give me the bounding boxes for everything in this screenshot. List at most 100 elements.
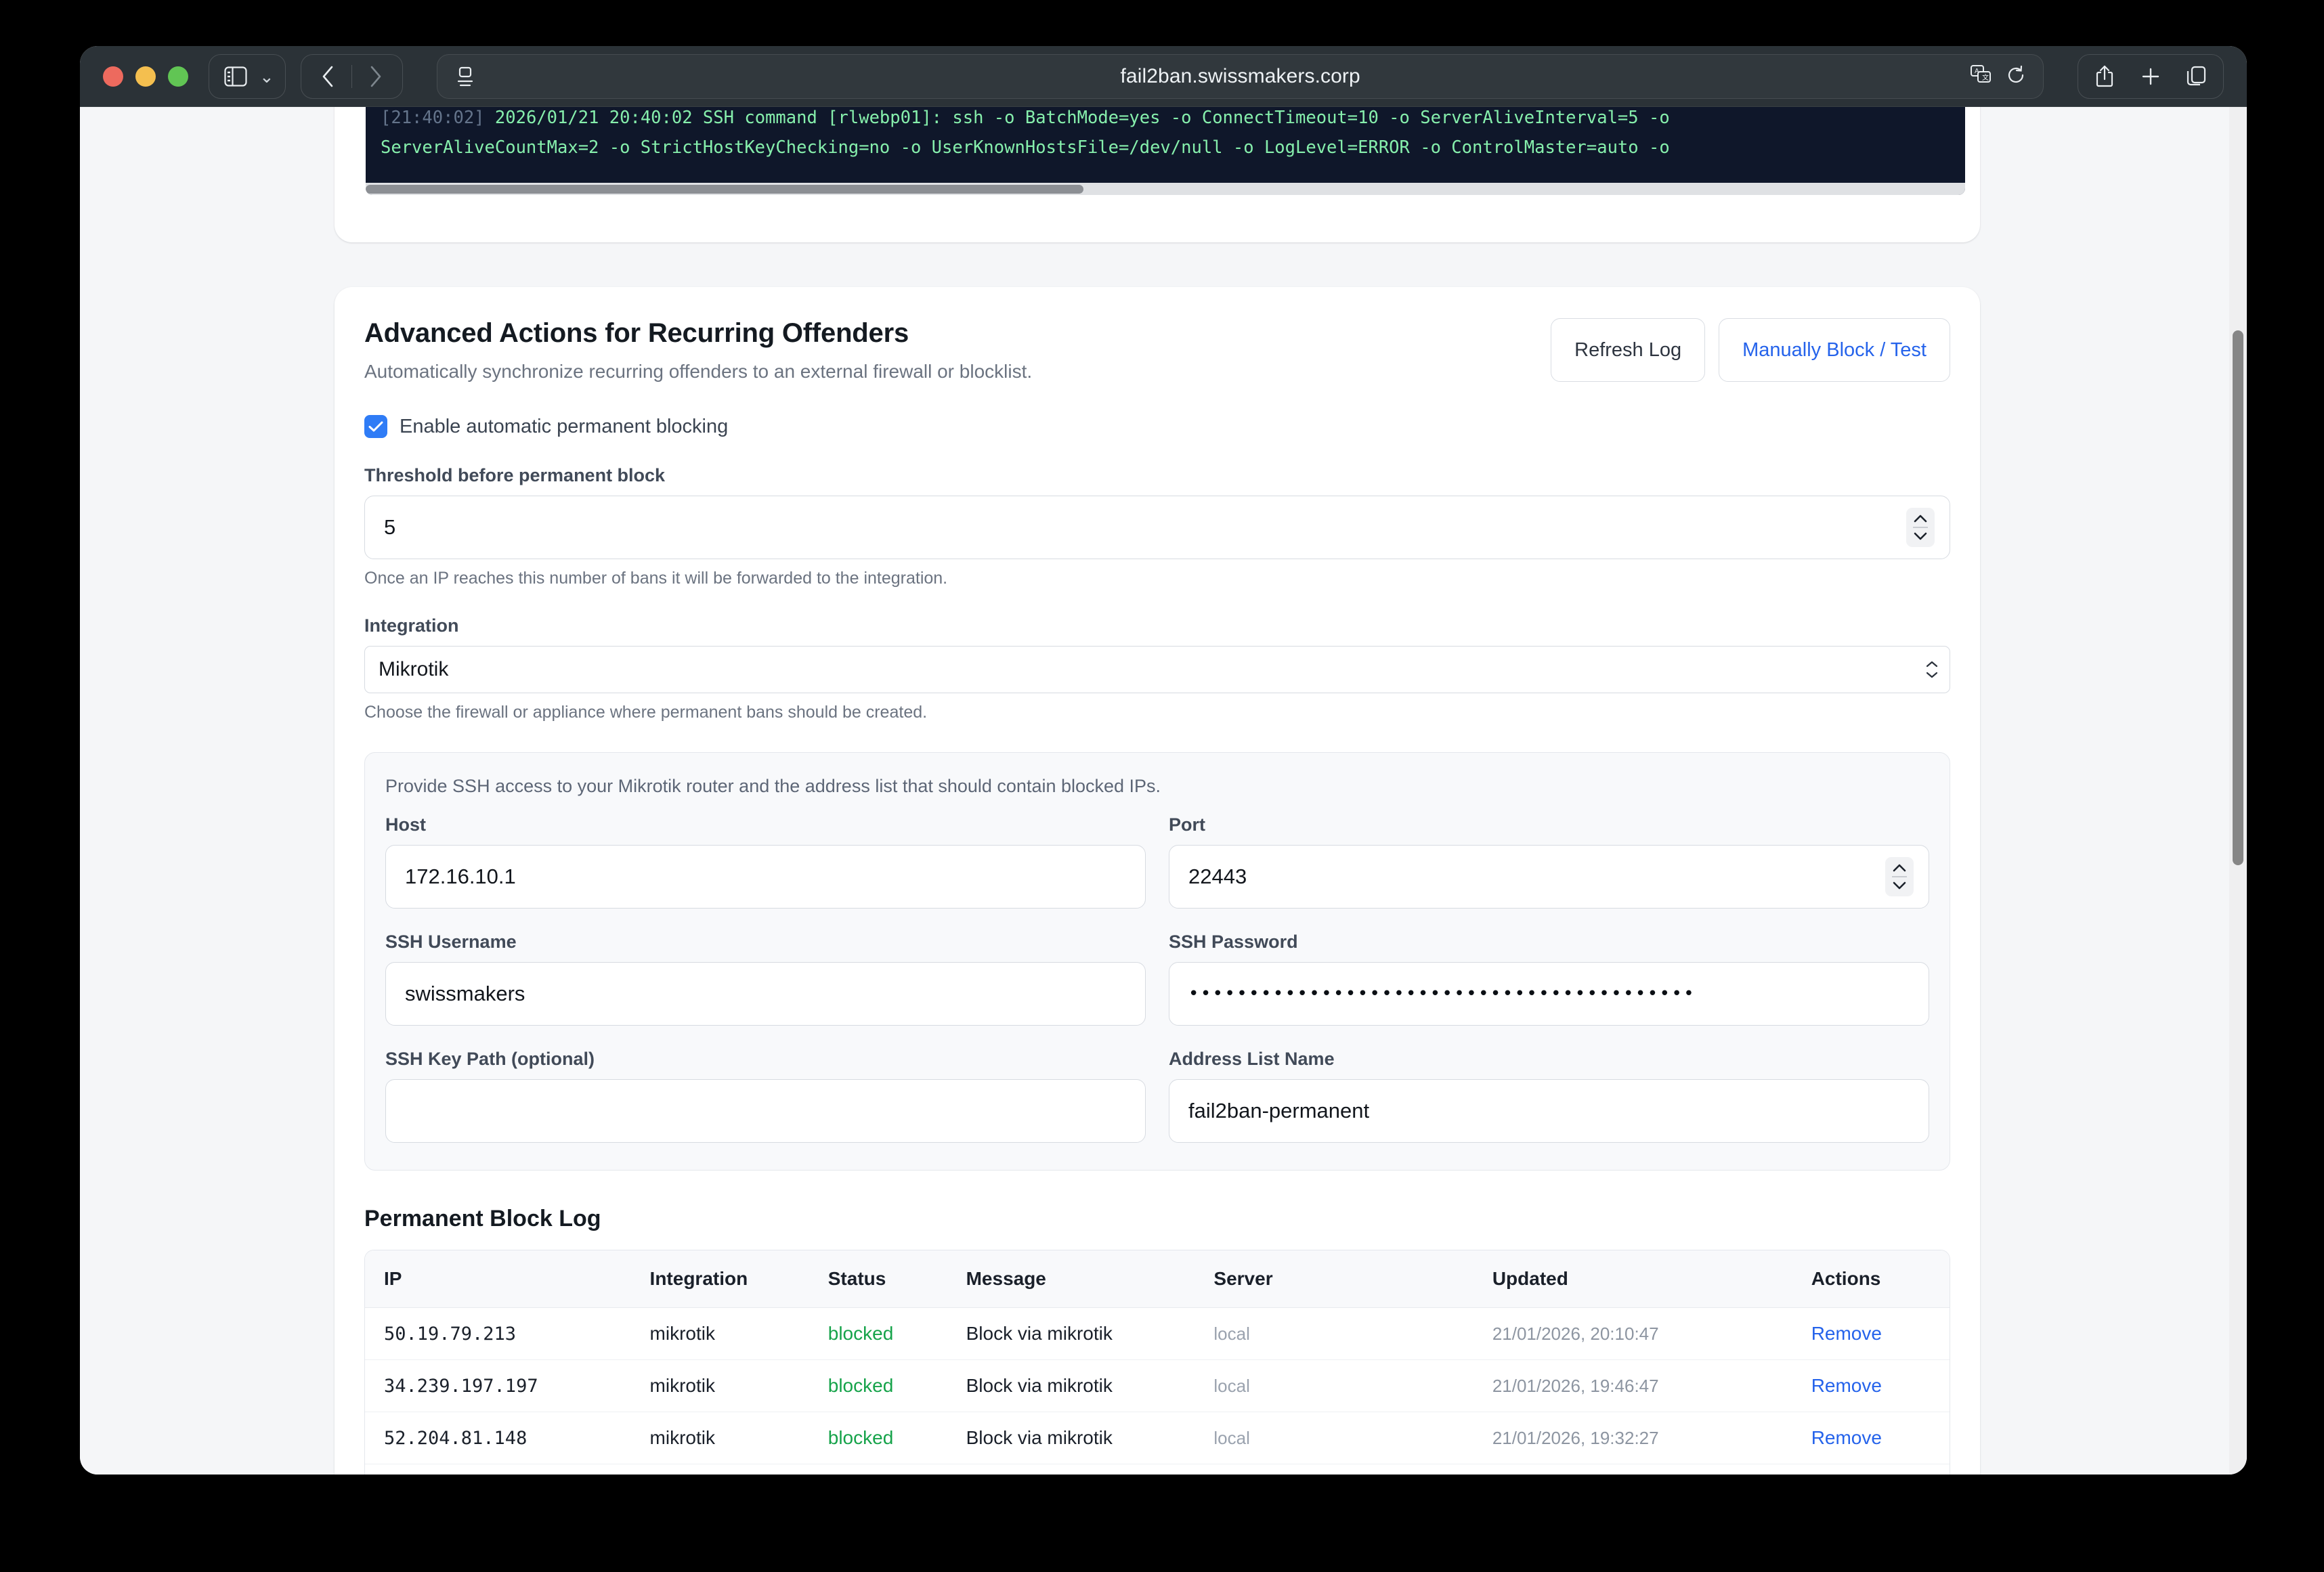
cell-status: blocked (827, 1412, 966, 1464)
cell-integration: mikrotik (649, 1307, 828, 1360)
manually-block-test-button[interactable]: Manually Block / Test (1719, 318, 1950, 382)
cell-message: Block via mikrotik (966, 1412, 1214, 1464)
threshold-value: 5 (384, 515, 396, 539)
threshold-stepper[interactable] (1906, 508, 1935, 547)
chevron-down-icon[interactable]: ⌄ (259, 66, 274, 87)
chevron-updown-icon[interactable] (1925, 661, 1939, 678)
cell-updated: 21/01/2026, 20:10:47 (1492, 1307, 1811, 1360)
advanced-actions-card: Advanced Actions for Recurring Offenders… (335, 287, 1980, 1475)
address-list-value: fail2ban-permanent (1188, 1099, 1370, 1122)
page-scrollbar-thumb[interactable] (2233, 330, 2243, 865)
terminal-line-1: [21:40:02] 2026/01/21 20:40:02 SSH comma… (381, 107, 1950, 133)
port-field-group: Port 22443 (1169, 814, 1929, 909)
cell-integration: mikrotik (649, 1359, 828, 1412)
ssh-username-value: swissmakers (405, 982, 525, 1005)
refresh-log-button[interactable]: Refresh Log (1551, 318, 1706, 382)
host-input[interactable]: 172.16.10.1 (385, 845, 1146, 909)
port-input[interactable]: 22443 (1169, 845, 1929, 909)
remove-block-link[interactable]: Remove (1811, 1427, 1882, 1448)
tab-overview-icon[interactable] (2177, 58, 2216, 95)
close-window-button[interactable] (103, 66, 123, 87)
terminal-line-1-text: 2026/01/21 20:40:02 SSH command [rlwebp0… (484, 108, 1670, 128)
port-label: Port (1169, 814, 1205, 835)
threshold-input[interactable]: 5 (364, 496, 1950, 559)
sidebar-toggle-group[interactable]: ⌄ (209, 54, 286, 99)
table-row: 52.22.87.224mikrotikblockedBlock via mik… (365, 1464, 1950, 1475)
cell-actions: Remove (1811, 1412, 1950, 1464)
minimize-window-button[interactable] (135, 66, 156, 87)
remove-block-link[interactable]: Remove (1811, 1323, 1882, 1344)
translate-icon[interactable]: A 文 (1970, 64, 1993, 89)
cell-message: Block via mikrotik (966, 1464, 1214, 1475)
cell-ip: 50.19.79.213 (365, 1307, 650, 1360)
terminal-log[interactable]: [21:40:02] 2026/01/21 20:40:02 SSH comma… (366, 107, 1965, 195)
cell-integration: mikrotik (649, 1464, 828, 1475)
stepper-divider (1913, 527, 1928, 528)
address-list-field-group: Address List Name fail2ban-permanent (1169, 1049, 1929, 1143)
block-log-thead: IP Integration Status Message Server Upd… (365, 1250, 1950, 1308)
sidebar-icon[interactable] (216, 58, 255, 95)
enable-permanent-blocking-label: Enable automatic permanent blocking (400, 415, 729, 437)
remove-block-link[interactable]: Remove (1811, 1375, 1882, 1396)
page-scrollbar[interactable] (2229, 107, 2247, 1475)
ssh-key-path-input[interactable] (385, 1079, 1146, 1143)
cell-ip: 52.22.87.224 (365, 1464, 650, 1475)
maximize-window-button[interactable] (168, 66, 188, 87)
enable-permanent-blocking-checkbox[interactable] (364, 415, 387, 438)
ssh-username-input[interactable]: swissmakers (385, 962, 1146, 1026)
integration-label: Integration (364, 615, 459, 636)
enable-permanent-blocking-row[interactable]: Enable automatic permanent blocking (364, 415, 1950, 438)
ssh-password-input[interactable]: ••••••••••••••••••••••••••••••••••••••••… (1169, 962, 1929, 1026)
plus-icon[interactable] (2131, 58, 2170, 95)
port-stepper[interactable] (1885, 857, 1914, 896)
ssh-password-value: ••••••••••••••••••••••••••••••••••••••••… (1188, 984, 1696, 1004)
cell-actions: Remove (1811, 1359, 1950, 1412)
page-settings-icon[interactable] (455, 66, 475, 87)
terminal-line-2: ServerAliveCountMax=2 -o StrictHostKeyCh… (381, 137, 1670, 158)
cell-message: Block via mikrotik (966, 1307, 1214, 1360)
reload-icon[interactable] (2006, 65, 2025, 89)
terminal-scrollbar-thumb[interactable] (366, 185, 1083, 194)
cell-server: local (1213, 1412, 1492, 1464)
back-chevron-icon[interactable] (308, 58, 347, 95)
threshold-label: Threshold before permanent block (364, 465, 666, 485)
forward-chevron-icon[interactable] (356, 58, 395, 95)
table-row: 50.19.79.213 mikrotik blocked Block via mik… (365, 1307, 1950, 1360)
integration-details-panel: Provide SSH access to your Mikrotik rout… (364, 752, 1950, 1171)
cell-status: blocked (827, 1359, 966, 1412)
ssh-username-field-group: SSH Username swissmakers (385, 932, 1146, 1026)
cell-updated: 21/01/2026, 19:32:27 (1492, 1412, 1811, 1464)
cell-integration: mikrotik (649, 1412, 828, 1464)
address-list-input[interactable]: fail2ban-permanent (1169, 1079, 1929, 1143)
integration-help-text: Choose the firewall or appliance where p… (364, 703, 928, 722)
cell-server: local (1213, 1307, 1492, 1360)
navigation-group (300, 54, 404, 99)
terminal-horizontal-scrollbar[interactable] (366, 183, 1965, 195)
threshold-field-group: Threshold before permanent block 5 Once … (364, 465, 1950, 588)
cell-status: blocked (827, 1464, 966, 1475)
address-bar-actions: A 文 (1970, 64, 2025, 89)
cell-server: local (1213, 1359, 1492, 1412)
ssh-username-label: SSH Username (385, 932, 517, 952)
column-header-actions: Actions (1811, 1250, 1950, 1308)
host-label: Host (385, 814, 426, 835)
ssh-key-path-field-group: SSH Key Path (optional) (385, 1049, 1146, 1143)
terminal-timestamp: [21:40:02] (381, 108, 485, 128)
svg-text:文: 文 (1982, 73, 1989, 82)
column-header-server: Server (1213, 1250, 1492, 1308)
table-row: 34.239.197.197 mikrotik blocked Block via m… (365, 1359, 1950, 1412)
share-icon[interactable] (2085, 58, 2124, 95)
block-log-tbody: 50.19.79.213 mikrotik blocked Block via mik… (365, 1307, 1950, 1475)
toolbar-right-group (2078, 54, 2224, 99)
ssh-password-field-group: SSH Password •••••••••••••••••••••••••••… (1169, 932, 1929, 1026)
ssh-password-label: SSH Password (1169, 932, 1298, 952)
host-value: 172.16.10.1 (405, 865, 516, 888)
address-bar[interactable]: fail2ban.swissmakers.corp A 文 (437, 54, 2044, 99)
ssh-key-path-label: SSH Key Path (optional) (385, 1049, 595, 1069)
address-list-label: Address List Name (1169, 1049, 1335, 1069)
block-log-table-wrap: IP Integration Status Message Server Upd… (364, 1250, 1950, 1475)
integration-select[interactable]: Mikrotik (364, 646, 1950, 693)
column-header-updated: Updated (1492, 1250, 1811, 1308)
cell-updated: 21/01/2026, 19:26:31 (1492, 1464, 1811, 1475)
cell-ip: 34.239.197.197 (365, 1359, 650, 1412)
